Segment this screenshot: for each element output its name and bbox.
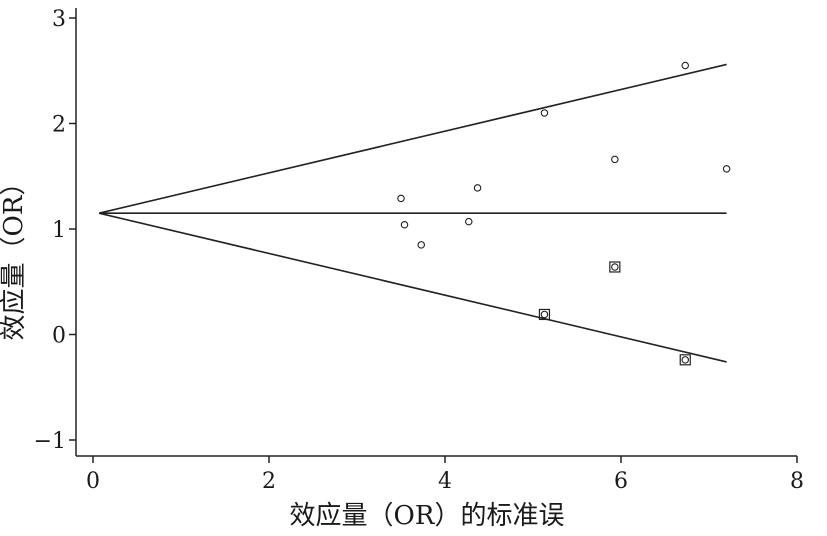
filled-marker-circle — [540, 310, 549, 319]
funnel-lines — [98, 63, 727, 363]
y-tick-label: 2 — [52, 113, 66, 138]
x-tick-label: 0 — [86, 469, 100, 494]
filled-study-point — [609, 261, 621, 273]
axes: −1 0 1 2 3 0 2 4 6 8 — [34, 7, 804, 494]
data-points — [397, 61, 731, 366]
filled-marker-box — [609, 261, 621, 273]
y-tick-label: 1 — [52, 218, 66, 243]
y-tick-label: 3 — [52, 7, 66, 32]
lower-limit-line — [98, 212, 727, 363]
study-point — [611, 155, 619, 164]
filled-marker-box — [679, 354, 691, 366]
study-point — [400, 221, 409, 229]
x-tick-label: 6 — [614, 469, 628, 494]
study-point — [540, 109, 549, 117]
y-axis-title: 效应量（OR） — [0, 170, 29, 341]
filled-study-point — [679, 354, 691, 366]
upper-limit-line — [98, 63, 727, 214]
study-point — [397, 194, 405, 203]
study-point — [681, 61, 689, 70]
y-tick-label: −1 — [34, 429, 66, 454]
study-point — [473, 184, 482, 192]
filled-marker-box — [538, 308, 551, 321]
filled-marker-circle — [611, 263, 619, 271]
y-tick-label: 0 — [52, 324, 66, 349]
filled-marker-circle — [681, 356, 689, 364]
study-point — [722, 165, 731, 173]
x-tick-label: 8 — [790, 469, 804, 494]
x-axis-title: 效应量（OR）的标准误 — [290, 501, 565, 531]
x-tick-label: 2 — [262, 469, 276, 494]
study-point — [465, 217, 473, 226]
filled-study-point — [538, 308, 551, 321]
x-tick-label: 4 — [438, 469, 452, 494]
study-point — [417, 241, 425, 249]
